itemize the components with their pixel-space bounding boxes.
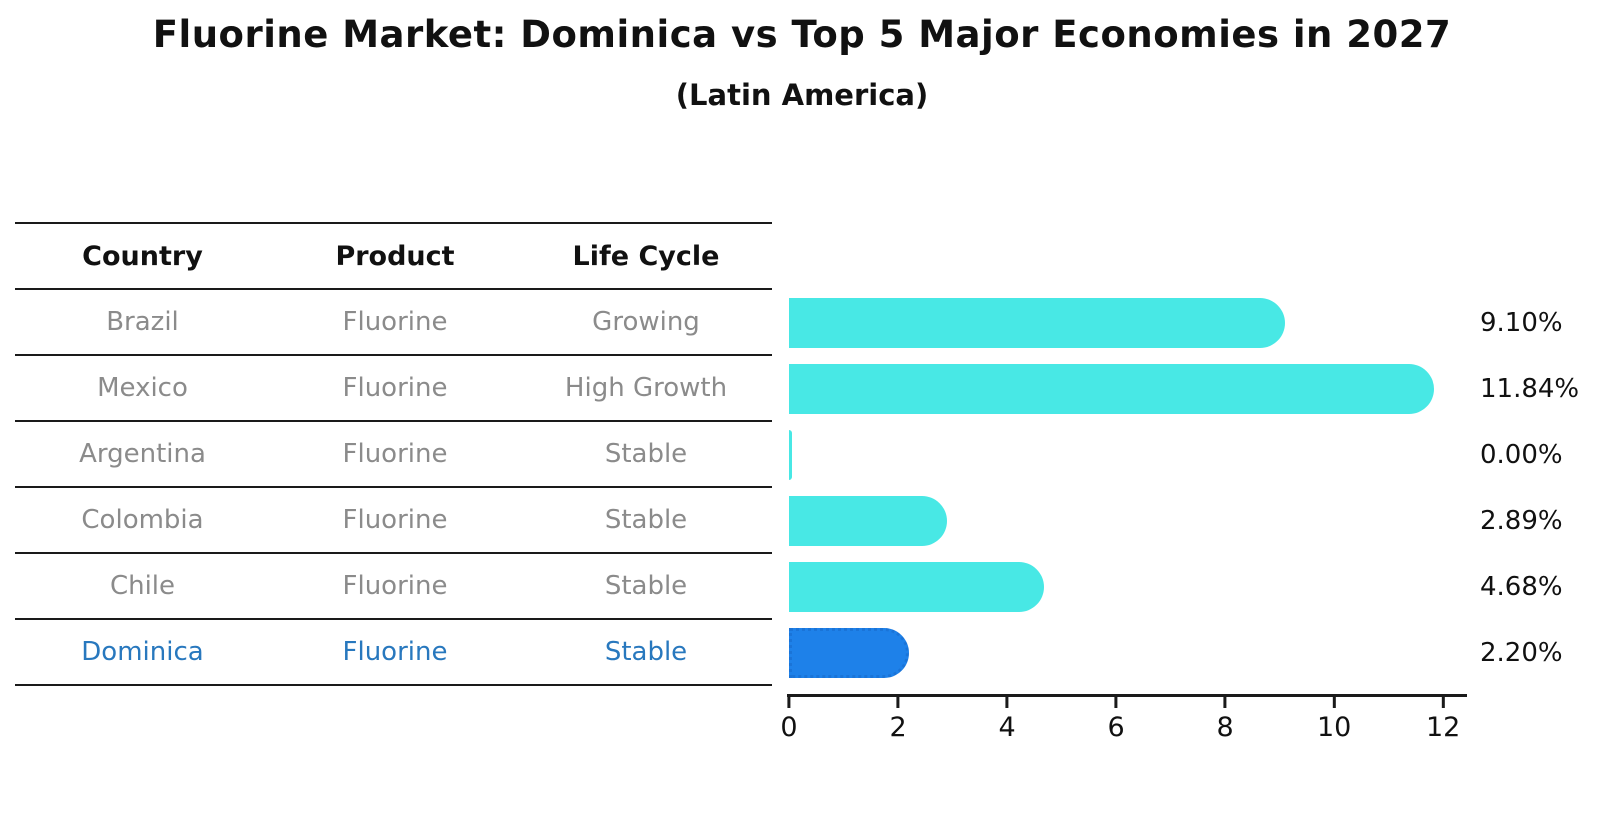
tick-mark bbox=[1005, 697, 1009, 708]
tick-mark bbox=[1441, 697, 1445, 708]
tick-label: 12 bbox=[1426, 712, 1461, 743]
x-tick: 4 bbox=[998, 697, 1016, 743]
life-cycle-cell: Stable bbox=[604, 439, 688, 469]
value-label-brazil: 9.10% bbox=[1480, 308, 1563, 338]
bar-chart bbox=[789, 290, 1465, 686]
x-tick: 6 bbox=[1108, 697, 1125, 743]
tick-label: 2 bbox=[889, 712, 907, 743]
product-cell: Fluorine bbox=[342, 505, 448, 535]
tick-label: 6 bbox=[1107, 712, 1125, 743]
table-header-row: Country Product Life Cycle bbox=[15, 222, 772, 290]
x-tick: 0 bbox=[780, 697, 798, 743]
tick-label: 8 bbox=[1216, 712, 1234, 743]
tick-label: 0 bbox=[780, 712, 798, 743]
value-label-mexico: 11.84% bbox=[1480, 374, 1580, 404]
bar-dominica bbox=[789, 628, 909, 678]
column-header-product: Product bbox=[335, 240, 455, 272]
bar-colombia bbox=[789, 496, 947, 546]
comparison-table: Country Product Life Cycle Brazil Fluori… bbox=[15, 222, 772, 686]
country-cell: Chile bbox=[109, 571, 176, 601]
life-cycle-cell: Stable bbox=[604, 505, 688, 535]
product-cell: Fluorine bbox=[342, 373, 448, 403]
bar-row bbox=[789, 290, 1465, 356]
bar-brazil bbox=[789, 298, 1286, 348]
x-tick: 10 bbox=[1317, 697, 1351, 743]
life-cycle-cell: Stable bbox=[604, 571, 688, 601]
chart-title: Fluorine Market: Dominica vs Top 5 Major… bbox=[152, 13, 1452, 56]
x-tick: 12 bbox=[1426, 697, 1460, 743]
column-header-life-cycle: Life Cycle bbox=[572, 240, 720, 272]
product-cell: Fluorine bbox=[342, 571, 448, 601]
value-label-dominica: 2.20% bbox=[1480, 638, 1563, 668]
table-row-argentina: Argentina Fluorine Stable bbox=[15, 422, 772, 488]
tick-mark bbox=[1223, 697, 1227, 708]
column-header-country: Country bbox=[82, 240, 203, 272]
tick-label: 10 bbox=[1316, 712, 1352, 743]
bar-row bbox=[789, 356, 1465, 422]
table-row-mexico: Mexico Fluorine High Growth bbox=[15, 356, 772, 422]
tick-mark bbox=[1114, 697, 1118, 708]
life-cycle-cell: High Growth bbox=[564, 373, 728, 403]
table-row-colombia: Colombia Fluorine Stable bbox=[15, 488, 772, 554]
table-row-chile: Chile Fluorine Stable bbox=[15, 554, 772, 620]
bar-chile bbox=[789, 562, 1045, 612]
tick-mark bbox=[787, 697, 791, 708]
country-cell: Mexico bbox=[97, 373, 188, 403]
value-label-chile: 4.68% bbox=[1480, 572, 1563, 602]
bar-row bbox=[789, 422, 1465, 488]
chart-subtitle: (Latin America) bbox=[675, 78, 929, 112]
bar-row bbox=[789, 488, 1465, 554]
product-cell: Fluorine bbox=[342, 307, 448, 337]
table-row-brazil: Brazil Fluorine Growing bbox=[15, 290, 772, 356]
bar-mexico bbox=[789, 364, 1435, 414]
x-axis-ticks: 0 2 4 6 8 10 12 bbox=[780, 697, 1465, 747]
bar-row bbox=[789, 554, 1465, 620]
table-row-dominica: Dominica Fluorine Stable bbox=[15, 620, 772, 686]
tick-mark bbox=[1332, 697, 1336, 708]
country-cell: Colombia bbox=[81, 505, 204, 535]
country-cell: Argentina bbox=[79, 439, 206, 469]
x-tick: 2 bbox=[889, 697, 907, 743]
country-cell: Brazil bbox=[106, 307, 179, 337]
tick-mark bbox=[896, 697, 900, 708]
bar-row bbox=[789, 620, 1465, 686]
tick-label: 4 bbox=[998, 712, 1016, 743]
bar-argentina bbox=[789, 430, 792, 480]
value-label-colombia: 2.89% bbox=[1480, 506, 1563, 536]
value-label-argentina: 0.00% bbox=[1480, 440, 1563, 470]
x-tick: 8 bbox=[1217, 697, 1234, 743]
x-axis bbox=[787, 694, 1467, 697]
country-cell: Dominica bbox=[81, 637, 204, 667]
life-cycle-cell: Growing bbox=[592, 307, 700, 337]
product-cell: Fluorine bbox=[342, 439, 448, 469]
life-cycle-cell: Stable bbox=[604, 637, 688, 667]
product-cell: Fluorine bbox=[342, 637, 448, 667]
